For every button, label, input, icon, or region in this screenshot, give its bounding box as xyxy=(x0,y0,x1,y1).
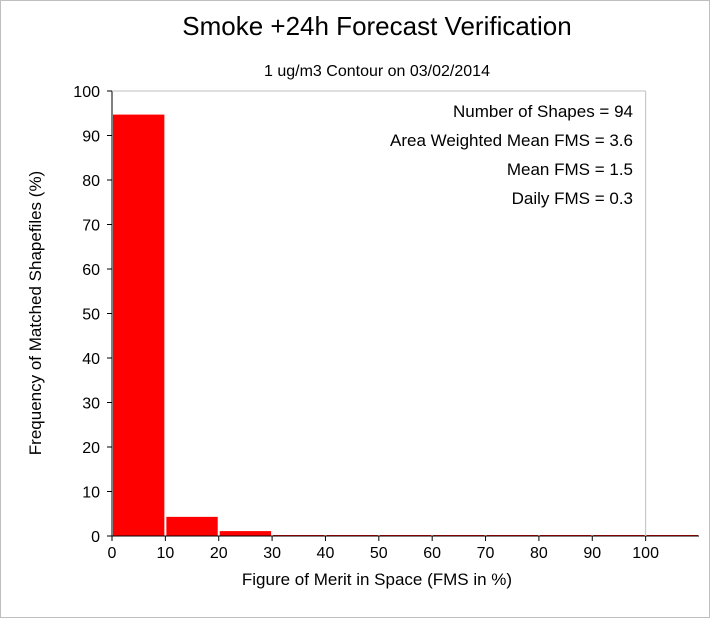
y-tick-label-50: 50 xyxy=(82,307,100,324)
x-tick-label-10: 10 xyxy=(156,545,174,562)
y-axis-label: Frequency of Matched Shapefiles (%) xyxy=(26,171,45,455)
y-tick-label-70: 70 xyxy=(82,218,100,235)
y-tick-label-100: 100 xyxy=(73,84,100,101)
y-tick-label-20: 20 xyxy=(82,440,100,457)
stats-annotations: Number of Shapes = 94 Area Weighted Mean … xyxy=(390,102,633,208)
x-tick-label-100: 100 xyxy=(632,545,659,562)
stat-annotation-3: Daily FMS = 0.3 xyxy=(512,189,633,208)
stat-annotation-2: Mean FMS = 1.5 xyxy=(507,160,633,179)
y-tick-label-40: 40 xyxy=(82,351,100,368)
bar-0-10 xyxy=(113,114,165,537)
x-tick-label-90: 90 xyxy=(583,545,601,562)
bar-10-20 xyxy=(166,516,218,536)
chart-subtitle: 1 ug/m3 Contour on 03/02/2014 xyxy=(264,63,490,80)
x-tick-label-0: 0 xyxy=(108,545,117,562)
y-tick-label-90: 90 xyxy=(82,129,100,146)
x-tick-label-70: 70 xyxy=(477,545,495,562)
chart-title: Smoke +24h Forecast Verification xyxy=(182,11,571,41)
x-tick-label-20: 20 xyxy=(210,545,228,562)
y-tick-label-60: 60 xyxy=(82,262,100,279)
stat-annotation-1: Area Weighted Mean FMS = 3.6 xyxy=(390,131,633,150)
stat-annotation-0: Number of Shapes = 94 xyxy=(453,102,633,121)
y-tick-label-30: 30 xyxy=(82,396,100,413)
x-tick-label-50: 50 xyxy=(370,545,388,562)
x-tick-label-40: 40 xyxy=(317,545,335,562)
ticks-group: 0 10 20 30 40 50 60 70 80 90 100 0 10 20 30 40 50 60 70 80 9… xyxy=(73,84,659,562)
bar-20-30 xyxy=(219,531,272,536)
y-tick-label-80: 80 xyxy=(82,173,100,190)
y-tick-label-0: 0 xyxy=(91,529,100,546)
x-tick-label-80: 80 xyxy=(530,545,548,562)
axes-group xyxy=(111,90,699,537)
x-tick-label-30: 30 xyxy=(263,545,281,562)
x-tick-label-60: 60 xyxy=(423,545,441,562)
x-axis-label: Figure of Merit in Space (FMS in %) xyxy=(242,570,512,589)
y-tick-label-10: 10 xyxy=(82,485,100,502)
